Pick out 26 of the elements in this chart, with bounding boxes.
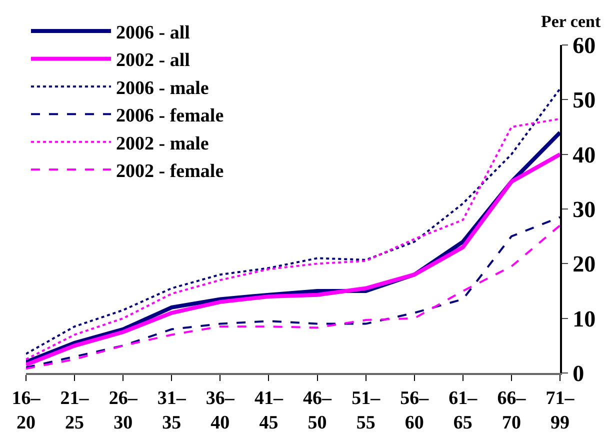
x-tick-label: 46– 50: [303, 388, 332, 434]
x-tick-label: 31– 35: [157, 388, 186, 434]
legend-label: 2002 - all: [116, 50, 190, 72]
x-tick-label: 51– 55: [352, 388, 381, 434]
x-tick-label: 56– 60: [400, 388, 430, 434]
y-tick-label: 10: [572, 306, 596, 332]
x-tick-label: 16– 20: [12, 388, 41, 434]
x-tick-label: 41– 45: [254, 388, 284, 434]
y-tick-label: 40: [572, 142, 596, 168]
y-axis-title: Per cent: [541, 12, 601, 31]
y-tick-label: 20: [572, 252, 596, 277]
y-tick-label: 0: [572, 361, 584, 386]
y-tick-label: 30: [572, 197, 596, 222]
x-tick-label: 36– 40: [206, 388, 235, 434]
legend-label: 2002 - female: [116, 160, 224, 182]
legend-label: 2006 - female: [116, 106, 224, 127]
x-tick-label: 26– 30: [108, 388, 138, 434]
x-tick-label: 61– 65: [448, 388, 478, 434]
y-tick-label: 60: [572, 33, 596, 58]
x-tick-label: 66– 70: [497, 388, 526, 434]
legend-label: 2002 - male: [116, 133, 209, 154]
y-tick-label: 50: [572, 88, 596, 113]
legend-label: 2006 - all: [116, 22, 190, 44]
x-tick-label: 21– 25: [60, 388, 90, 434]
x-tick-label: 71– 99: [546, 388, 575, 434]
legend-label: 2006 - male: [116, 78, 209, 99]
